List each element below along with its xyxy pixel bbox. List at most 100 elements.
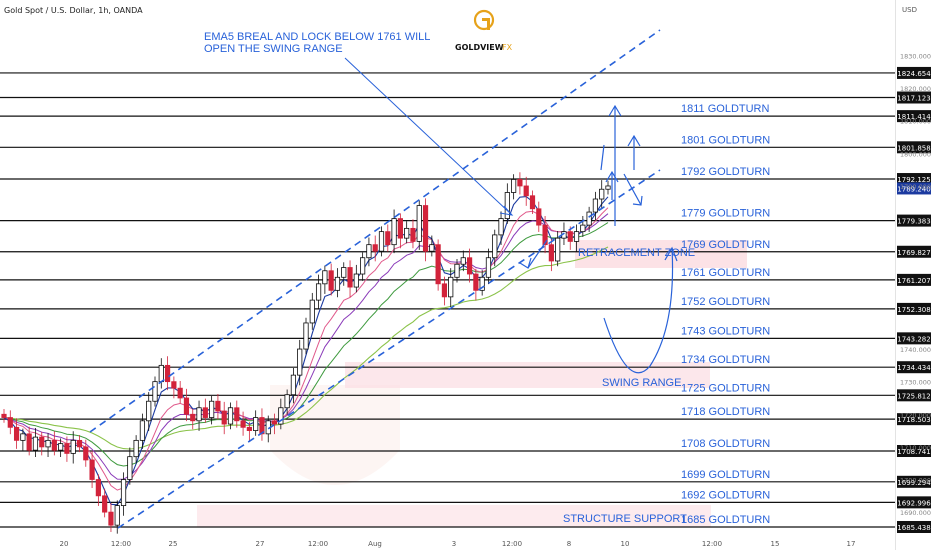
candle[interactable] bbox=[485, 257, 492, 278]
note-pointer-line[interactable] bbox=[344, 57, 513, 216]
candle[interactable] bbox=[372, 244, 378, 252]
candle[interactable] bbox=[164, 364, 171, 383]
arrow-down-left[interactable] bbox=[527, 239, 548, 269]
candle[interactable] bbox=[448, 276, 454, 298]
candle[interactable] bbox=[605, 185, 611, 190]
candle[interactable] bbox=[171, 381, 177, 389]
candle[interactable] bbox=[366, 244, 372, 259]
candle[interactable] bbox=[599, 188, 605, 200]
candle[interactable] bbox=[146, 400, 152, 422]
candle[interactable] bbox=[504, 192, 510, 219]
candle[interactable] bbox=[378, 231, 385, 252]
candle[interactable] bbox=[58, 443, 64, 451]
candle[interactable] bbox=[586, 211, 592, 226]
ema-pink-line[interactable] bbox=[3, 207, 609, 491]
candle[interactable] bbox=[39, 436, 45, 448]
candle[interactable] bbox=[64, 443, 70, 454]
candle[interactable] bbox=[190, 413, 196, 422]
candle[interactable] bbox=[404, 227, 410, 239]
candle[interactable] bbox=[127, 456, 133, 480]
candle[interactable] bbox=[120, 479, 127, 507]
candle[interactable] bbox=[360, 257, 366, 275]
candle[interactable] bbox=[592, 198, 599, 213]
candle[interactable] bbox=[573, 231, 580, 242]
sma-slow-line[interactable] bbox=[3, 246, 609, 450]
candle[interactable] bbox=[297, 348, 303, 376]
candle[interactable] bbox=[20, 433, 26, 441]
candle[interactable] bbox=[328, 270, 334, 291]
ema-purple-line[interactable] bbox=[3, 213, 609, 480]
candle[interactable] bbox=[397, 218, 403, 239]
candle[interactable] bbox=[227, 407, 234, 425]
candle[interactable] bbox=[108, 511, 114, 526]
candle[interactable] bbox=[542, 224, 548, 246]
candle[interactable] bbox=[246, 426, 252, 431]
candle[interactable] bbox=[202, 407, 208, 418]
candle[interactable] bbox=[315, 283, 322, 301]
candle[interactable] bbox=[290, 374, 297, 396]
candle[interactable] bbox=[196, 407, 202, 422]
swing-range-curve[interactable] bbox=[603, 247, 674, 374]
candle[interactable] bbox=[152, 381, 158, 402]
candle[interactable] bbox=[536, 208, 542, 226]
candle[interactable] bbox=[548, 244, 554, 262]
arrow-up-right[interactable] bbox=[600, 144, 605, 171]
candle[interactable] bbox=[347, 267, 353, 288]
ema-green-line[interactable] bbox=[3, 222, 609, 467]
candle[interactable] bbox=[183, 397, 190, 415]
candle[interactable] bbox=[454, 263, 460, 278]
candle[interactable] bbox=[435, 244, 441, 285]
candle[interactable] bbox=[567, 231, 573, 242]
candle[interactable] bbox=[83, 446, 89, 461]
candle[interactable] bbox=[517, 179, 523, 187]
candle[interactable] bbox=[240, 420, 246, 428]
arrow-down-right[interactable] bbox=[623, 173, 642, 206]
candle[interactable] bbox=[422, 205, 429, 252]
candle[interactable] bbox=[353, 273, 359, 288]
candle[interactable] bbox=[139, 420, 146, 441]
candle[interactable] bbox=[133, 439, 139, 458]
candle[interactable] bbox=[410, 227, 416, 242]
candle[interactable] bbox=[1, 413, 7, 418]
candle[interactable] bbox=[70, 439, 76, 454]
candle[interactable] bbox=[473, 273, 479, 291]
candle[interactable] bbox=[26, 433, 32, 451]
candle[interactable] bbox=[498, 218, 504, 236]
candle[interactable] bbox=[429, 244, 435, 252]
candle[interactable] bbox=[391, 218, 397, 246]
candle[interactable] bbox=[114, 505, 120, 526]
candle[interactable] bbox=[341, 267, 347, 278]
candle[interactable] bbox=[13, 426, 20, 441]
candle[interactable] bbox=[32, 436, 39, 451]
channel-upper-line[interactable] bbox=[89, 29, 661, 433]
candle[interactable] bbox=[89, 459, 95, 480]
candle[interactable] bbox=[209, 400, 215, 418]
candle[interactable] bbox=[158, 364, 164, 383]
candle[interactable] bbox=[511, 179, 517, 193]
candle[interactable] bbox=[76, 439, 83, 448]
candle[interactable] bbox=[7, 417, 13, 428]
candle[interactable] bbox=[385, 231, 391, 246]
candle[interactable] bbox=[95, 479, 101, 497]
candle[interactable] bbox=[278, 407, 284, 425]
candle[interactable] bbox=[416, 205, 422, 242]
candle[interactable] bbox=[479, 276, 485, 291]
candle[interactable] bbox=[529, 195, 536, 210]
candle[interactable] bbox=[221, 410, 227, 425]
candle[interactable] bbox=[580, 224, 586, 233]
candle[interactable] bbox=[555, 237, 561, 262]
candle[interactable] bbox=[309, 299, 315, 324]
candle[interactable] bbox=[271, 420, 278, 425]
candle[interactable] bbox=[523, 185, 529, 197]
candle[interactable] bbox=[322, 270, 328, 285]
candle[interactable] bbox=[460, 257, 466, 265]
candle[interactable] bbox=[334, 276, 341, 291]
candle[interactable] bbox=[177, 387, 183, 399]
candle[interactable] bbox=[466, 257, 473, 275]
candle[interactable] bbox=[253, 417, 259, 431]
candle[interactable] bbox=[303, 322, 309, 350]
candle[interactable] bbox=[45, 439, 51, 448]
candle[interactable] bbox=[441, 283, 448, 298]
channel-lower-line[interactable] bbox=[117, 169, 661, 529]
